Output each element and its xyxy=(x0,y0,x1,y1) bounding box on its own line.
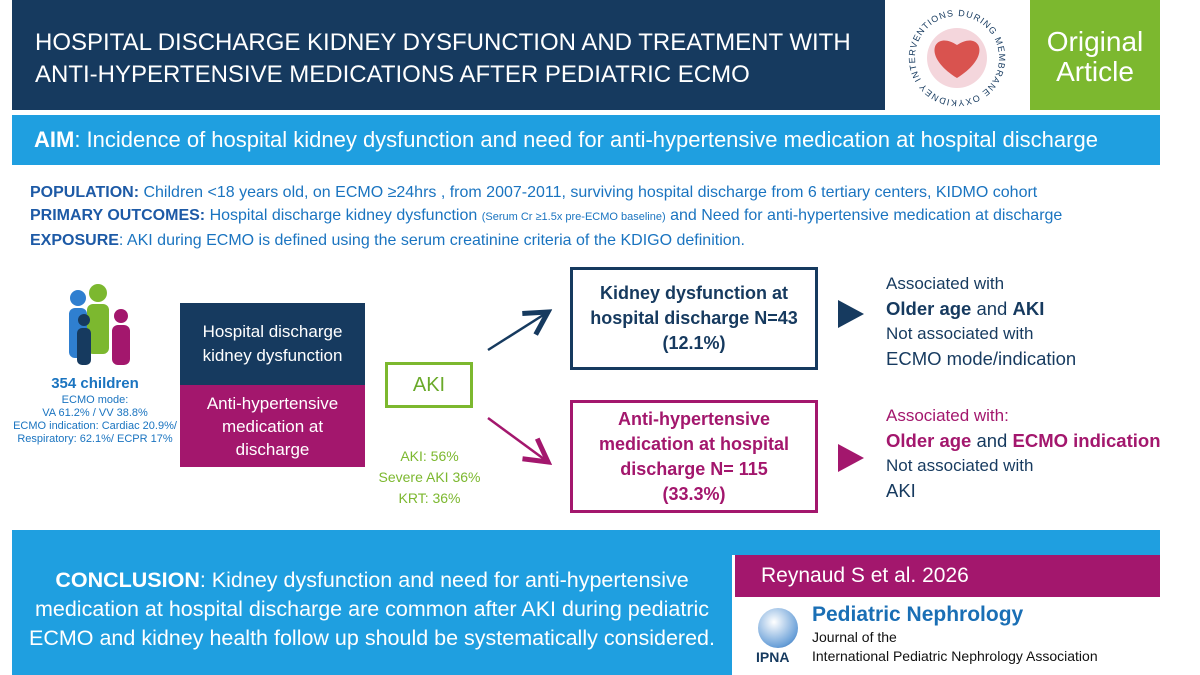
detail-text: and Need for anti-hypertensive medicatio… xyxy=(665,207,1063,224)
connector: and xyxy=(971,430,1013,451)
title-line: ANTI-HYPERTENSIVE MEDICATIONS AFTER PEDI… xyxy=(35,61,750,88)
detail-text: : AKI during ECMO is defined using the s… xyxy=(118,232,745,249)
outcome-box: Hospital discharge kidney dysfunction xyxy=(180,303,365,385)
result-line: (12.1%) xyxy=(662,333,726,353)
citation: Reynaud S et al. 2026 xyxy=(735,555,1160,597)
conclusion: CONCLUSION: Kidney dysfunction and need … xyxy=(12,530,732,675)
associated: Older age and ECMO indication xyxy=(886,428,1161,453)
badge-line: Article xyxy=(1056,56,1134,87)
triangle xyxy=(838,300,864,328)
arrow xyxy=(487,416,548,462)
result-line: hospital discharge N=43 xyxy=(590,308,798,328)
title: HOSPITAL DISCHARGE KIDNEY DYSFUNCTION AN… xyxy=(35,27,851,91)
not-associated-label: Not associated with xyxy=(886,324,1034,343)
cohort-line: VA 61.2% / VV 38.8% xyxy=(42,407,148,419)
journal: Pediatric Nephrology Journal of the Inte… xyxy=(812,602,1098,666)
aim-bar: AIM: Incidence of hospital kidney dysfun… xyxy=(12,115,1160,165)
outcome-box: Anti-hypertensive medication at discharg… xyxy=(180,385,365,467)
conclusion-text: : Kidney dysfunction and need for anti-h… xyxy=(199,568,689,592)
detail-label: EXPOSURE xyxy=(30,232,119,249)
result-line: medication at hospital xyxy=(598,433,790,454)
outcome-line: medication at xyxy=(221,416,324,436)
cohort-line: ECMO mode: xyxy=(61,394,129,406)
conclusion-line: ECMO and kidney health follow up should … xyxy=(29,626,715,650)
arrow xyxy=(487,312,548,352)
result-line: (33.3%) xyxy=(662,483,726,504)
conclusion-line: medication at hospital discharge are com… xyxy=(34,597,710,621)
journal-name: Pediatric Nephrology xyxy=(812,603,1024,626)
not-associated: ECMO mode/indication xyxy=(886,348,1077,369)
badge: Original Article xyxy=(1030,0,1160,110)
associations: Associated with: Older age and ECMO indi… xyxy=(886,403,1161,503)
associated: Older age and AKI xyxy=(886,296,1076,321)
aim-text: : Incidence of hospital kidney dysfuncti… xyxy=(74,127,1098,152)
result-box: Anti-hypertensive medication at hospital… xyxy=(570,400,818,513)
header-bar xyxy=(12,0,885,110)
factor: Older age xyxy=(886,430,972,451)
cohort-line: ECMO indication: Cardiac 20.9%/ xyxy=(13,420,177,432)
detail-label: PRIMARY OUTCOMES: xyxy=(30,207,206,224)
details: POPULATION: Children <18 years old, on E… xyxy=(30,181,1062,252)
triangle xyxy=(838,444,864,472)
factor: Older age xyxy=(886,298,972,319)
associated-label: Associated with xyxy=(886,274,1005,293)
title-line: HOSPITAL DISCHARGE KIDNEY DYSFUNCTION AN… xyxy=(35,29,851,56)
exposure-stats: AKI: 56% Severe AKI 36% KRT: 36% xyxy=(362,446,497,509)
exposure-box: AKI xyxy=(385,362,473,408)
aim-label: AIM xyxy=(34,127,75,152)
detail-text: Children <18 years old, on ECMO ≥24hrs ,… xyxy=(139,184,1038,201)
exposure-stat: Severe AKI 36% xyxy=(378,469,481,485)
not-associated: AKI xyxy=(886,480,916,501)
detail-note: (Serum Cr ≥1.5x pre-ECMO baseline) xyxy=(481,211,666,223)
exposure-stat: KRT: 36% xyxy=(398,490,461,506)
people-icon xyxy=(69,284,130,365)
outcome-line: Hospital discharge xyxy=(202,322,343,341)
result-line: Anti-hypertensive xyxy=(617,408,771,429)
not-associated-label: Not associated with xyxy=(886,456,1034,475)
journal-logo-text: IPNA xyxy=(756,649,790,665)
badge-line: Original xyxy=(1046,26,1144,57)
associations: Associated with Older age and AKI Not as… xyxy=(886,271,1076,371)
cohort: 354 children ECMO mode: VA 61.2% / VV 38… xyxy=(0,374,190,446)
detail-line: EXPOSURE: AKI during ECMO is defined usi… xyxy=(30,229,1062,252)
conclusion-line: CONCLUSION: Kidney dysfunction and need … xyxy=(12,566,732,595)
connector: and xyxy=(971,298,1013,319)
outcome-line: Anti-hypertensive xyxy=(206,393,339,413)
outcome-line: discharge xyxy=(235,439,310,459)
detail-label: POPULATION: xyxy=(30,184,140,201)
journal-line: Journal of the xyxy=(812,629,897,645)
cohort-count: 354 children xyxy=(51,375,139,392)
exposure-label: AKI xyxy=(412,373,446,396)
result-line: Kidney dysfunction at xyxy=(599,283,788,303)
journal-logo xyxy=(758,608,798,648)
associated-label: Associated with: xyxy=(886,406,1009,425)
result-box: Kidney dysfunction at hospital discharge… xyxy=(570,267,818,370)
detail-line: PRIMARY OUTCOMES: Hospital discharge kid… xyxy=(30,204,1062,229)
conclusion-label: CONCLUSION xyxy=(55,568,200,592)
detail-line: POPULATION: Children <18 years old, on E… xyxy=(30,181,1062,204)
exposure-stat: AKI: 56% xyxy=(400,448,459,464)
outcome-line: kidney dysfunction xyxy=(202,346,343,365)
factor: ECMO indication xyxy=(1012,430,1161,451)
cohort-line: Respiratory: 62.1%/ ECPR 17% xyxy=(17,433,173,445)
detail-text: Hospital discharge kidney dysfunction xyxy=(205,207,482,224)
factor: AKI xyxy=(1012,298,1045,319)
result-line: discharge N= 115 xyxy=(620,458,768,479)
journal-line: International Pediatric Nephrology Assoc… xyxy=(812,648,1098,664)
